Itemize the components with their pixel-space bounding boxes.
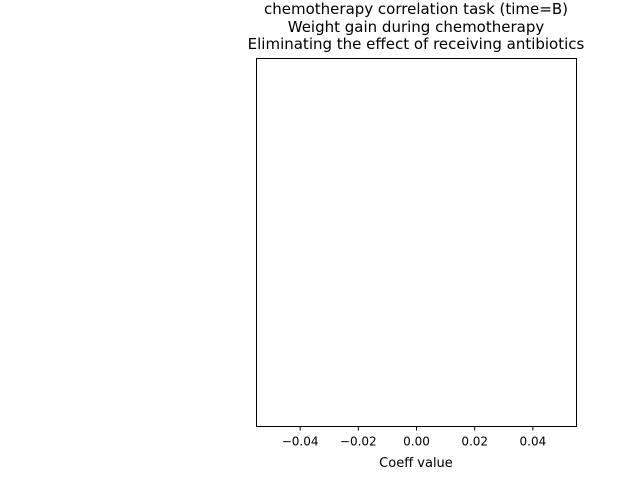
x-tick-label: −0.04 <box>282 435 319 449</box>
chart-title-line-3: Eliminating the effect of receiving anti… <box>248 35 585 53</box>
x-axis-ticks: −0.04 −0.02 0.00 0.02 0.04 <box>282 426 547 449</box>
x-tick-label: 0.04 <box>520 435 547 449</box>
x-tick-label: 0.00 <box>403 435 430 449</box>
chart-title-line-2: Weight gain during chemotherapy <box>288 18 545 36</box>
x-tick-label: −0.02 <box>340 435 377 449</box>
plot-area-frame <box>256 58 577 427</box>
x-axis-label: Coeff value <box>379 456 453 471</box>
chart-title-line-1: chemotherapy correlation task (time=B) <box>264 0 568 18</box>
chart-title: chemotherapy correlation task (time=B) W… <box>248 0 585 53</box>
x-tick-label: 0.02 <box>461 435 488 449</box>
